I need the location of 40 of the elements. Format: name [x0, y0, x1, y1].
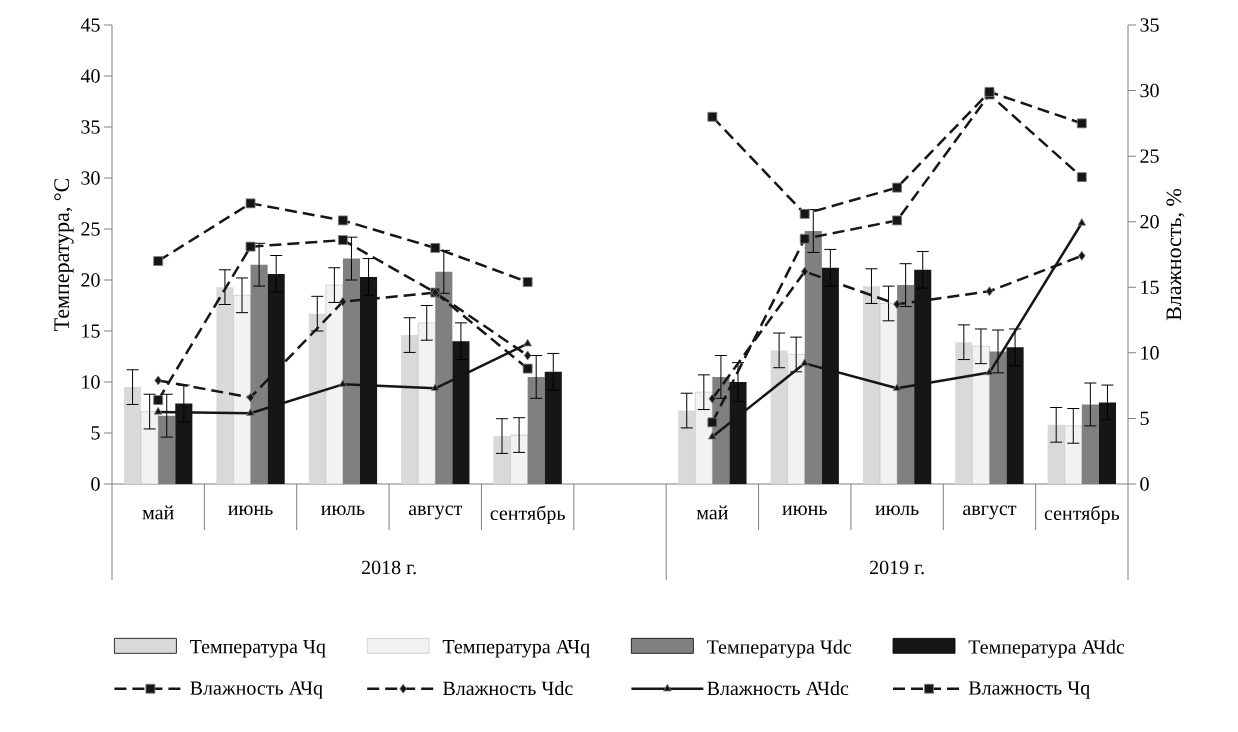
- legend-label: Температура Чdc: [706, 639, 852, 658]
- legend-label: Влажность АЧdc: [707, 681, 849, 696]
- y-tick-label: 35: [81, 120, 100, 134]
- x-tick-label: июль: [875, 505, 919, 516]
- legend-label: Влажность АЧq: [190, 681, 323, 699]
- y-tick-label: 0: [91, 477, 100, 491]
- y2-tick-label: 35: [1140, 18, 1159, 32]
- x-tick-label: май: [696, 505, 728, 520]
- y2-tick-label: 5: [1140, 411, 1149, 426]
- y-tick-label: 15: [82, 324, 100, 338]
- x-tick-label: июль: [321, 505, 365, 516]
- y2-tick-label: 0: [1140, 477, 1149, 491]
- y-tick-label: 40: [80, 69, 100, 83]
- y2-axis-title: Влажность, %: [1166, 188, 1185, 321]
- y2-tick-label: 30: [1140, 83, 1159, 98]
- x-tick-label: август: [408, 505, 463, 520]
- y2-tick-label: 25: [1140, 149, 1159, 163]
- x-tick-label: июнь: [782, 505, 827, 516]
- y-tick-label: 45: [80, 18, 100, 32]
- y2-tick-label: 10: [1141, 346, 1159, 360]
- y-tick-label: 30: [81, 171, 100, 185]
- y2-tick-label: 15: [1141, 280, 1159, 294]
- legend-label: Температура АЧq: [442, 640, 590, 658]
- text: 2019 г.: [870, 560, 924, 575]
- y-tick-label: 20: [81, 273, 100, 287]
- legend-label: Влажность Чq: [968, 681, 1090, 699]
- y-tick-label: 10: [82, 375, 100, 389]
- x-tick-label: сентябрь: [1044, 505, 1120, 525]
- x-tick-label: май: [142, 505, 174, 520]
- y2-tick-label: 20: [1140, 214, 1159, 229]
- legend-label: Температура Чq: [190, 640, 326, 658]
- x-tick-label: август: [963, 505, 1017, 520]
- legend-label: Влажность Чdc: [443, 681, 573, 696]
- legend-label: Температура АЧdc: [968, 639, 1125, 658]
- y-tick-label: 25: [81, 222, 100, 236]
- x-tick-label: июнь: [228, 505, 273, 516]
- text: 2018 г.: [362, 560, 416, 575]
- x-tick-label: сентябрь: [490, 505, 565, 525]
- y-tick-label: 5: [91, 426, 100, 440]
- y-axis-title: Температура, °C: [54, 178, 74, 331]
